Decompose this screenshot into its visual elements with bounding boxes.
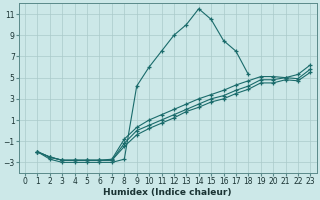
- X-axis label: Humidex (Indice chaleur): Humidex (Indice chaleur): [103, 188, 232, 197]
